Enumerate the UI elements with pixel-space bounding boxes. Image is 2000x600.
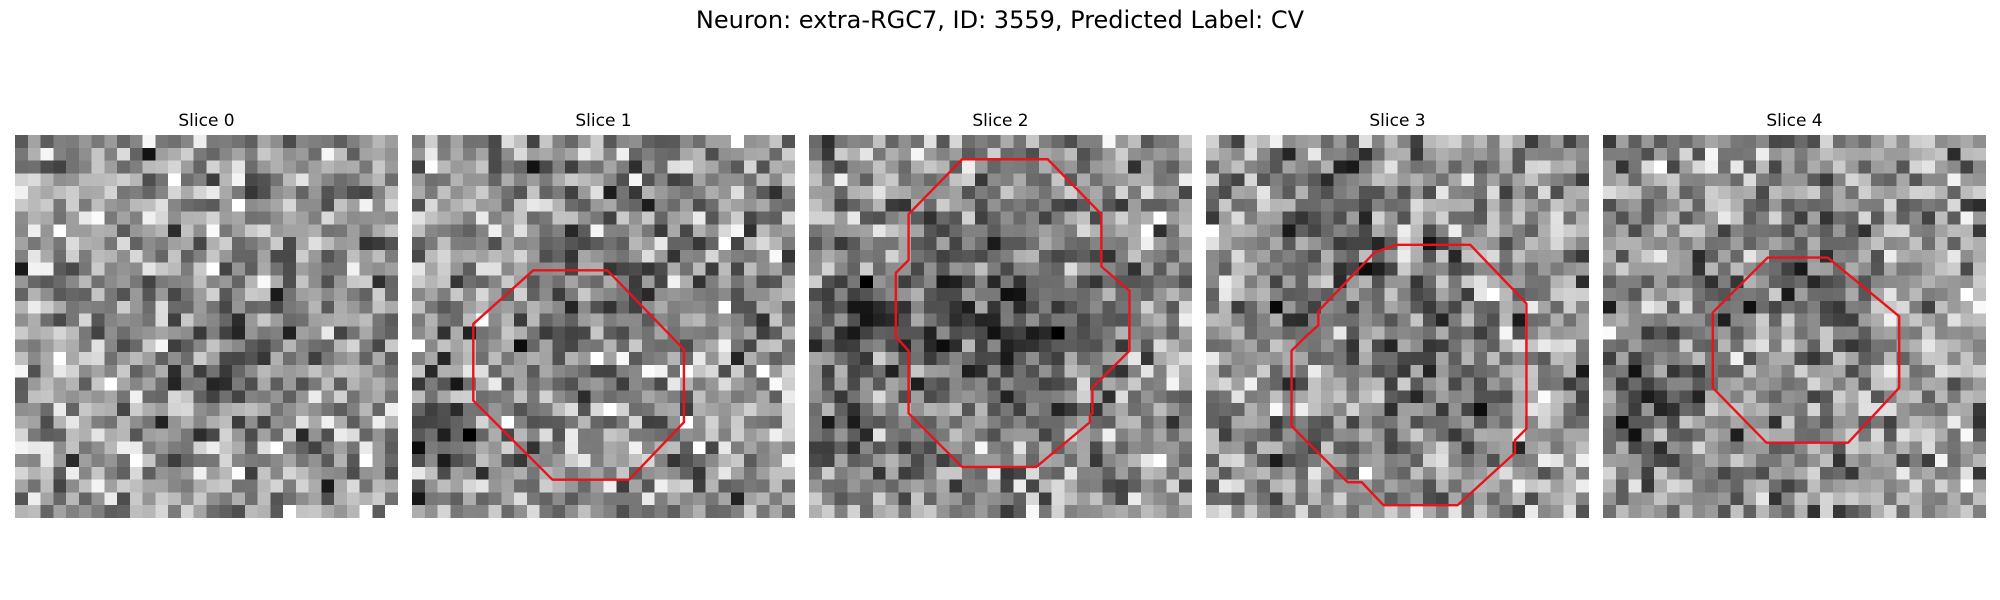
panel-slice-1: Slice 1 [412, 108, 795, 518]
panel-slice-0: Slice 0 [15, 108, 398, 518]
segmentation-contour [1292, 245, 1527, 505]
slice-image [809, 135, 1192, 518]
panel-slice-2: Slice 2 [809, 108, 1192, 518]
slice-image [1206, 135, 1589, 518]
panel-slice-4: Slice 4 [1603, 108, 1986, 518]
slice-image [412, 135, 795, 518]
figure-title: Neuron: extra-RGC7, ID: 3559, Predicted … [695, 6, 1305, 34]
slice-title: Slice 0 [178, 111, 235, 131]
segmentation-contour [896, 159, 1130, 467]
slice-title: Slice 2 [972, 111, 1029, 131]
slice-title: Slice 4 [1766, 111, 1823, 131]
slice-image [15, 135, 398, 518]
slice-title: Slice 3 [1369, 111, 1426, 131]
segmentation-contour [473, 270, 684, 479]
panel-slice-3: Slice 3 [1206, 108, 1589, 518]
segmentation-contour [1713, 258, 1899, 443]
slice-image [1603, 135, 1986, 518]
slice-title: Slice 1 [575, 111, 632, 131]
